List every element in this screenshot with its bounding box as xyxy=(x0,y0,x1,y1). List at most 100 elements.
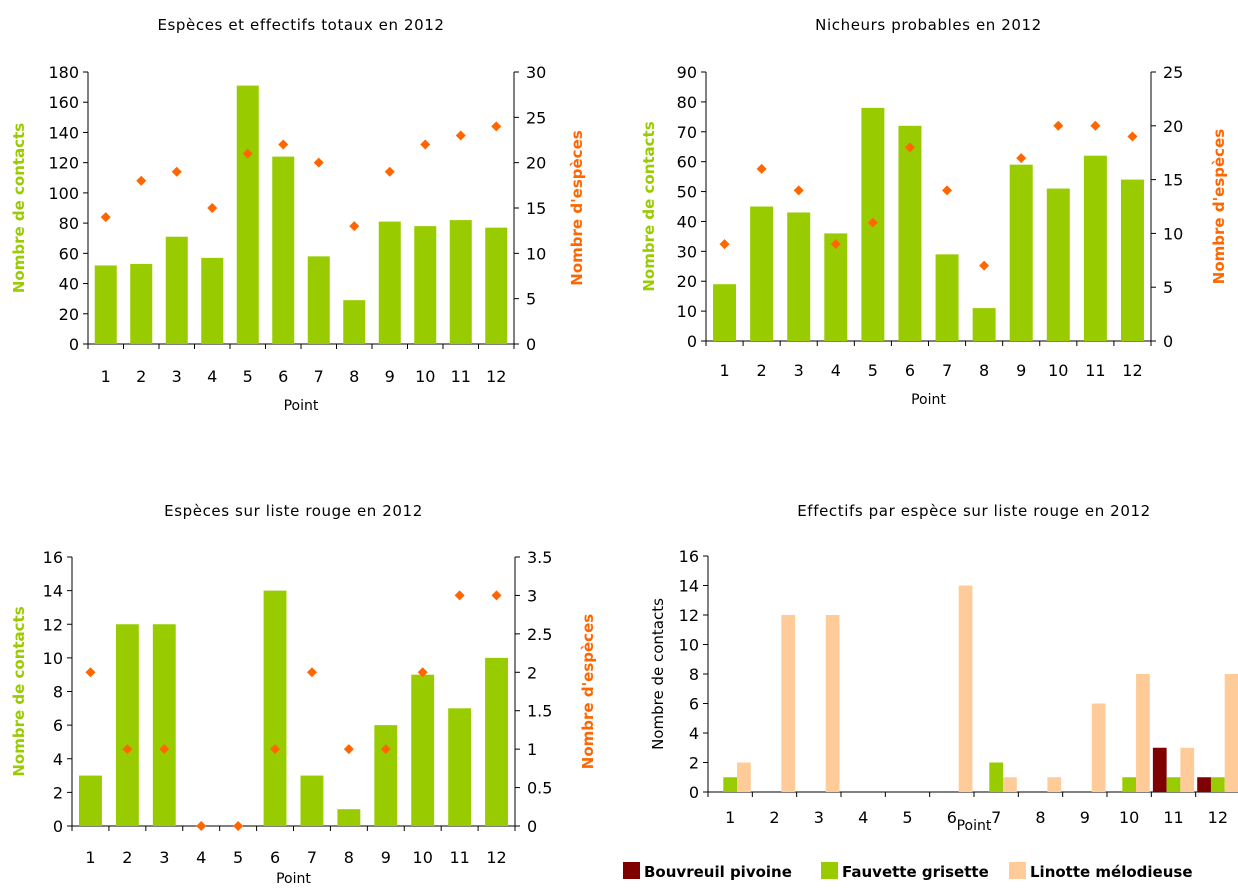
x-tick-label: 12 xyxy=(1122,361,1142,380)
y-tick-label-left: 140 xyxy=(48,123,79,142)
y-tick-label-right: 20 xyxy=(526,154,546,173)
bar-contacts xyxy=(378,221,401,344)
y-tick-label-right: 5 xyxy=(1163,278,1173,297)
y-tick-label-right: 0 xyxy=(1163,332,1173,351)
chart-panel-nicheurs: Nicheurs probables en 2012 0 10 20 30 40 50 60 7… xyxy=(619,0,1238,430)
x-tick-label: 6 xyxy=(270,848,280,867)
x-tick-label: 5 xyxy=(902,808,912,827)
bar-contacts xyxy=(448,708,472,826)
bar-linotte xyxy=(825,615,840,792)
marker-species xyxy=(100,212,111,223)
y-tick-label-left: 10 xyxy=(677,302,697,321)
y-tick-label-left: 6 xyxy=(689,695,699,714)
legend-label: Bouvreuil pivoine xyxy=(644,863,792,881)
x-tick-label: 4 xyxy=(207,367,217,386)
x-tick-label: 10 xyxy=(413,848,433,867)
bar-contacts xyxy=(898,125,922,341)
bar-contacts xyxy=(787,212,811,341)
marker-species xyxy=(270,744,281,755)
x-tick-label: 10 xyxy=(415,367,435,386)
chart-totaux: Espèces et effectifs totaux en 201202040… xyxy=(10,16,586,414)
chart-panel-totaux: Espèces et effectifs totaux en 2012 0 20 40… xyxy=(0,0,619,430)
y-tick-label-left: 6 xyxy=(53,716,63,735)
bar-contacts xyxy=(94,265,117,344)
y-tick-label-left: 80 xyxy=(677,93,697,112)
legend-label: Linotte mélodieuse xyxy=(1030,863,1193,881)
x-tick-label: 4 xyxy=(831,361,841,380)
y-tick-label-right: 2.5 xyxy=(527,625,552,644)
y-tick-label-right: 0.5 xyxy=(527,779,552,798)
marker-species xyxy=(349,221,360,232)
x-tick-label: 3 xyxy=(794,361,804,380)
bar-contacts xyxy=(449,220,472,344)
marker-species xyxy=(380,744,391,755)
marker-species xyxy=(454,590,465,601)
bar-contacts xyxy=(485,657,508,826)
x-tick-label: 12 xyxy=(1208,808,1228,827)
chart-title: Espèces et effectifs totaux en 2012 xyxy=(157,16,444,34)
bar-contacts xyxy=(201,257,224,344)
bar-fauvette xyxy=(989,762,1004,792)
y-tick-label-right: 10 xyxy=(526,244,546,263)
y-tick-label-right: 30 xyxy=(526,63,546,82)
x-axis-label: Point xyxy=(284,398,319,414)
marker-species xyxy=(233,821,244,831)
y-tick-label-left: 70 xyxy=(677,123,697,142)
y-axis-label-left: Nombre de contacts xyxy=(10,123,28,293)
x-tick-label: 2 xyxy=(757,361,767,380)
x-tick-label: 3 xyxy=(814,808,824,827)
x-tick-label: 6 xyxy=(278,367,288,386)
y-tick-label-left: 0 xyxy=(687,332,697,351)
marker-species xyxy=(942,185,953,196)
bar-fauvette xyxy=(1122,777,1137,792)
marker-species xyxy=(420,139,431,150)
y-tick-label-left: 4 xyxy=(53,750,63,769)
x-tick-label: 1 xyxy=(101,367,111,386)
y-tick-label-left: 40 xyxy=(677,212,697,231)
marker-species xyxy=(343,744,354,755)
y-axis-label-right: Nombre d'espèces xyxy=(568,130,586,285)
y-tick-label-right: 25 xyxy=(1163,63,1183,82)
y-tick-label-left: 16 xyxy=(43,548,63,567)
y-tick-label-right: 15 xyxy=(526,199,546,218)
marker-species xyxy=(85,667,96,678)
x-tick-label: 12 xyxy=(486,367,506,386)
x-tick-label: 7 xyxy=(307,848,317,867)
y-axis-label-left: Nombre de contacts xyxy=(10,606,28,776)
y-tick-label-left: 4 xyxy=(689,724,699,743)
y-tick-label-left: 0 xyxy=(53,817,63,836)
y-tick-label-left: 120 xyxy=(48,154,79,173)
bar-linotte xyxy=(1180,747,1195,792)
x-tick-label: 5 xyxy=(868,361,878,380)
bar-linotte xyxy=(958,585,973,792)
bar-contacts xyxy=(236,85,259,344)
x-tick-label: 9 xyxy=(1080,808,1090,827)
chart-title: Espèces sur liste rouge en 2012 xyxy=(164,502,423,520)
chart-panel-effectifs-espece: Effectifs par espèce sur liste rouge en … xyxy=(619,480,1238,889)
marker-species xyxy=(491,590,502,601)
y-axis-label-right: Nombre d'espèces xyxy=(1210,129,1228,284)
x-tick-label: 9 xyxy=(381,848,391,867)
marker-species xyxy=(1127,131,1138,142)
bar-contacts xyxy=(300,775,324,826)
y-tick-label-left: 160 xyxy=(48,93,79,112)
chart-title: Nicheurs probables en 2012 xyxy=(815,16,1042,34)
marker-species xyxy=(242,148,253,159)
bar-contacts xyxy=(1120,179,1144,341)
y-tick-label-right: 1 xyxy=(527,740,537,759)
bar-contacts xyxy=(343,300,366,344)
x-tick-label: 11 xyxy=(1085,361,1105,380)
x-tick-label: 7 xyxy=(314,367,324,386)
x-tick-label: 12 xyxy=(486,848,506,867)
legend-swatch xyxy=(623,862,640,879)
x-tick-label: 7 xyxy=(942,361,952,380)
y-tick-label-right: 3.5 xyxy=(527,548,552,567)
y-tick-label-left: 30 xyxy=(677,242,697,261)
legend-label: Fauvette grisette xyxy=(842,863,989,881)
marker-species xyxy=(207,203,218,213)
y-tick-label-left: 14 xyxy=(43,582,63,601)
x-tick-label: 8 xyxy=(349,367,359,386)
y-axis-label-left: Nombre de contacts xyxy=(640,121,658,291)
x-tick-label: 3 xyxy=(159,848,169,867)
marker-species xyxy=(1053,120,1064,131)
